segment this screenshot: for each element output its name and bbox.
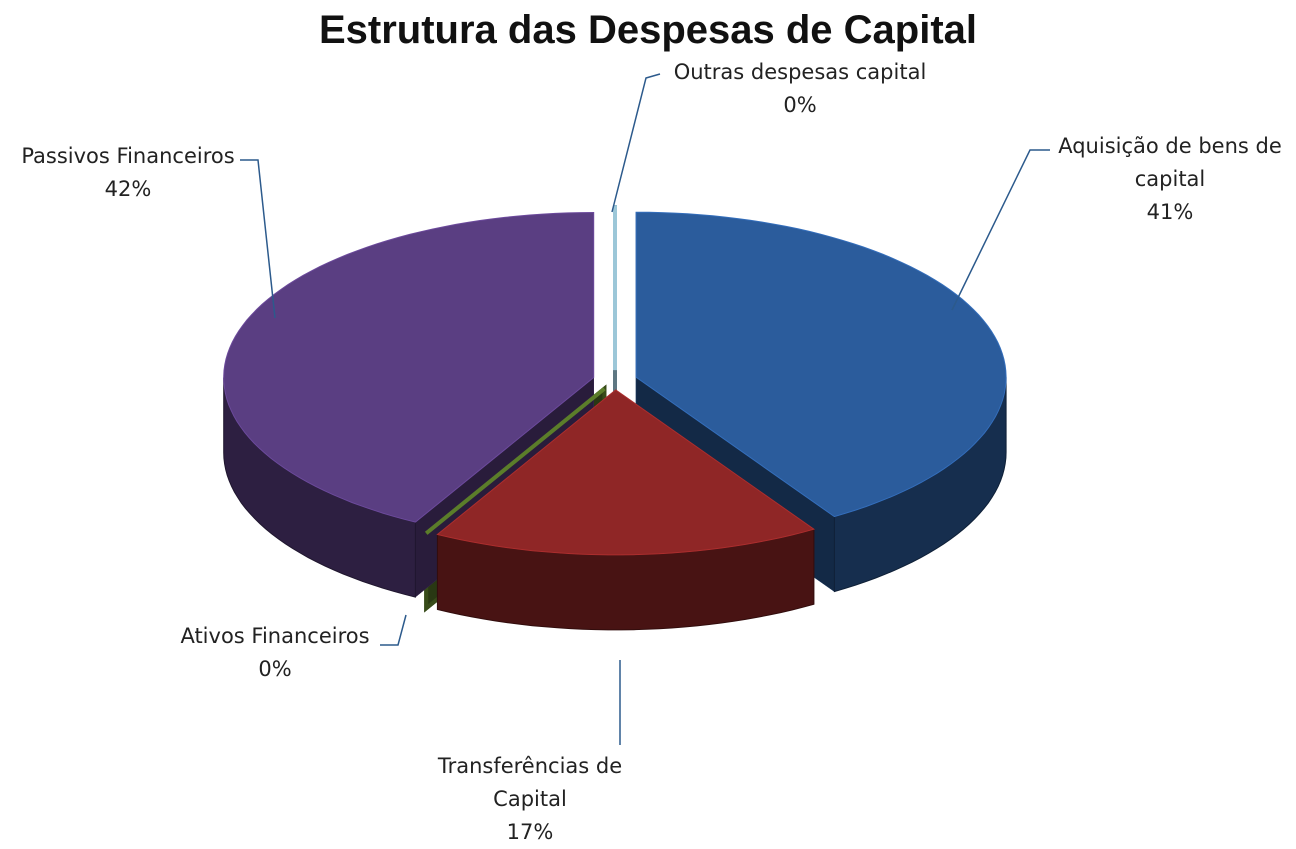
leader-line xyxy=(611,73,661,213)
category-label: Ativos Financeiros xyxy=(180,624,370,648)
value-label: 17% xyxy=(506,820,554,844)
leader-line xyxy=(951,149,1050,311)
data-label: Passivos Financeiros 42% xyxy=(0,140,256,206)
category-label: Aquisição de bens de capital xyxy=(1058,134,1282,191)
outer-walls xyxy=(223,377,1007,631)
value-label: 0% xyxy=(783,93,817,117)
value-label: 42% xyxy=(104,177,152,201)
category-label: Transferências de Capital xyxy=(437,754,623,811)
data-label: Outras despesas capital 0% xyxy=(655,56,945,122)
category-label: Passivos Financeiros xyxy=(21,144,235,168)
leader-line xyxy=(380,614,407,646)
slice xyxy=(436,389,816,556)
slice xyxy=(223,211,595,523)
data-label: Aquisição de bens de capital 41% xyxy=(1050,130,1290,229)
tops xyxy=(223,205,1007,556)
category-label: Outras despesas capital xyxy=(673,60,927,84)
leader-line xyxy=(240,159,276,319)
value-label: 0% xyxy=(258,657,292,681)
data-label: Ativos Financeiros 0% xyxy=(150,620,400,686)
slice xyxy=(635,211,1007,518)
value-label: 41% xyxy=(1146,200,1194,224)
data-label: Transferências de Capital 17% xyxy=(420,750,640,849)
chart-title: Estrutura das Despesas de Capital xyxy=(318,8,978,52)
slice xyxy=(424,387,606,535)
